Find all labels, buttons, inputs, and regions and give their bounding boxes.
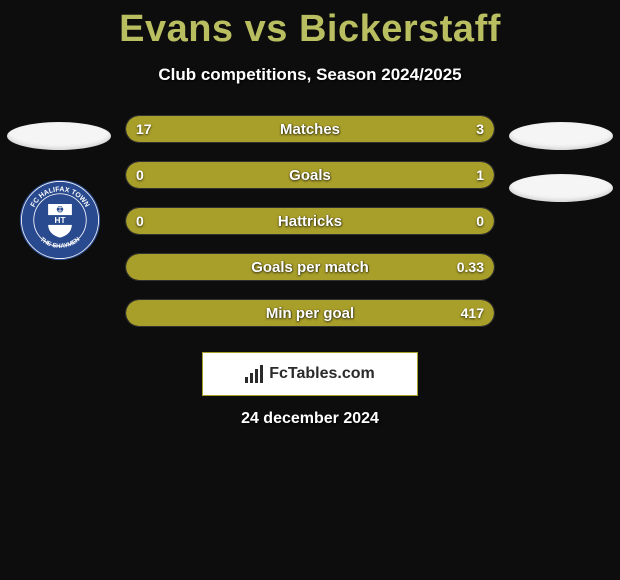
stat-label: Hattricks xyxy=(278,213,342,230)
stat-fill-left xyxy=(126,162,181,188)
player-right-oval-2 xyxy=(509,174,613,202)
stat-fill-left xyxy=(126,116,384,142)
club-badge-halifax: FC HALIFAX TOWN THE SHAYMEN HT xyxy=(19,179,101,261)
stat-label: Matches xyxy=(280,121,340,138)
player-right-oval-1 xyxy=(509,122,613,150)
stat-value-right: 0 xyxy=(476,213,484,229)
stat-label: Goals per match xyxy=(251,259,369,276)
stat-label: Goals xyxy=(289,167,331,184)
stat-value-right: 417 xyxy=(461,305,484,321)
badge-center-letters: HT xyxy=(55,216,66,225)
comparison-subtitle: Club competitions, Season 2024/2025 xyxy=(0,65,620,85)
footer-date: 24 december 2024 xyxy=(0,410,620,428)
stat-value-left: 0 xyxy=(136,167,144,183)
fctables-logo-text: FcTables.com xyxy=(269,365,375,383)
stat-row: 0 Goals 1 xyxy=(125,161,495,189)
stat-label: Min per goal xyxy=(266,305,354,322)
player-left-oval xyxy=(7,122,111,150)
comparison-title: Evans vs Bickerstaff xyxy=(0,0,620,51)
stat-value-right: 0.33 xyxy=(457,259,484,275)
stat-row: 0 Hattricks 0 xyxy=(125,207,495,235)
bars-icon xyxy=(245,365,263,383)
stat-value-right: 1 xyxy=(476,167,484,183)
stat-row: Goals per match 0.33 xyxy=(125,253,495,281)
stat-value-right: 3 xyxy=(476,121,484,137)
stat-value-left: 17 xyxy=(136,121,152,137)
stat-fill-right xyxy=(181,162,494,188)
fctables-logo-box[interactable]: FcTables.com xyxy=(202,352,418,396)
stat-row: Min per goal 417 xyxy=(125,299,495,327)
stat-row: 17 Matches 3 xyxy=(125,115,495,143)
stat-value-left: 0 xyxy=(136,213,144,229)
